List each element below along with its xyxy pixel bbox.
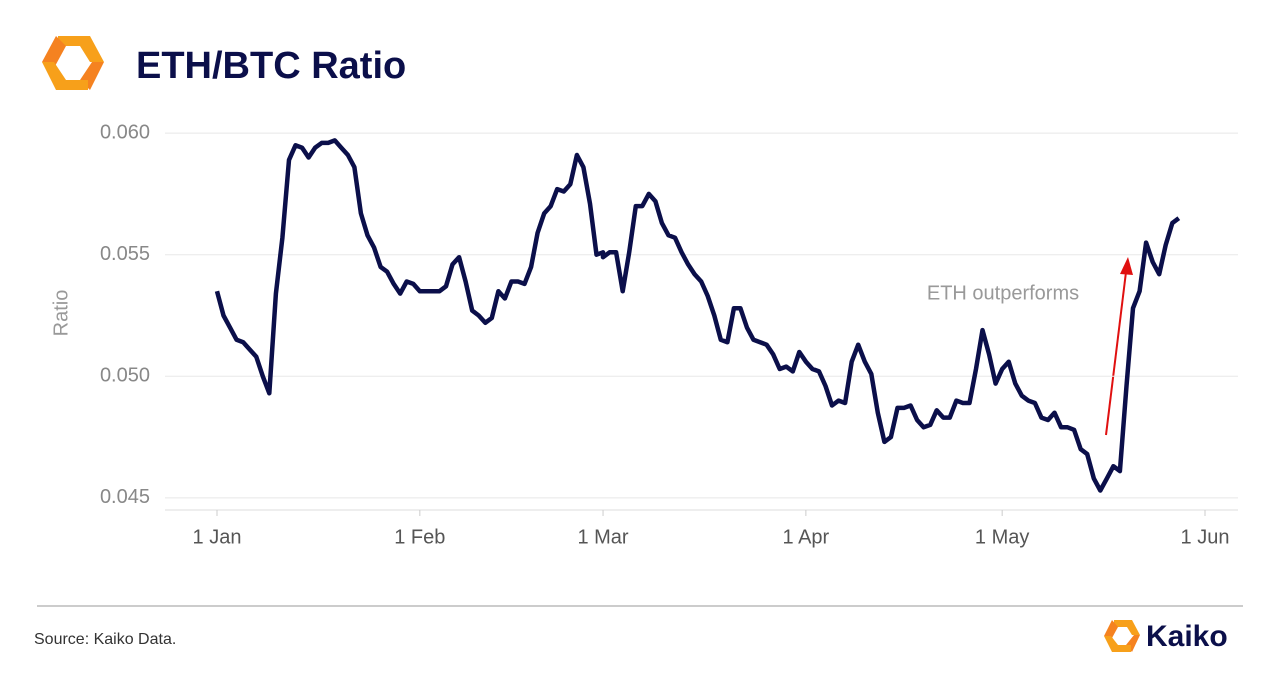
footer-logo-mark	[1104, 620, 1140, 652]
logo-mark	[42, 36, 104, 90]
x-tick-label: 1 Mar	[577, 526, 628, 548]
y-tick-label: 0.055	[100, 243, 150, 265]
x-tick-label: 1 Apr	[783, 526, 830, 548]
line-series	[214, 138, 1181, 493]
x-tick-label: 1 May	[975, 526, 1029, 548]
y-tick-label: 0.060	[100, 121, 150, 143]
x-tick-label: 1 Jun	[1181, 526, 1230, 548]
x-tick-label: 1 Jan	[193, 526, 242, 548]
x-tick-label: 1 Feb	[394, 526, 445, 548]
source: Source: Kaiko Data.	[34, 631, 176, 648]
y-axis-label: Ratio	[50, 290, 72, 337]
annotation: ETH outperforms	[927, 282, 1079, 304]
y-tick-label: 0.050	[100, 365, 150, 387]
logo-text: Kaiko	[1146, 620, 1228, 653]
chart-title: ETH/BTC Ratio	[136, 45, 406, 87]
annotation-arrow	[1105, 257, 1133, 436]
y-tick-label: 0.045	[100, 486, 150, 508]
